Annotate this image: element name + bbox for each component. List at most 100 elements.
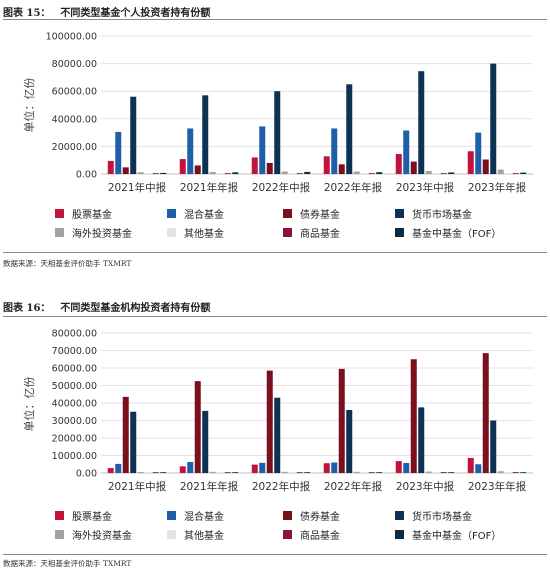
bar-7-5 — [440, 173, 447, 174]
y-tick-label: 70000.00 — [52, 346, 97, 357]
bar-5-1 — [137, 172, 144, 174]
bar-1-3 — [251, 464, 258, 473]
y-tick-label: 80000.00 — [52, 329, 97, 340]
x-category-label: 2021年年报 — [180, 181, 239, 194]
y-tick-label: 10000.00 — [52, 451, 97, 462]
bar-6-2 — [217, 173, 224, 174]
legend-swatch — [283, 530, 292, 539]
x-category-label: 2022年中报 — [252, 480, 311, 493]
bar-4-5 — [418, 71, 425, 174]
x-category-label: 2023年年报 — [468, 480, 527, 493]
y-axis-label: 单位：亿份 — [22, 377, 36, 432]
legend-label: 股票基金 — [72, 512, 112, 523]
legend-swatch — [283, 209, 292, 218]
y-tick-label: 20000.00 — [52, 434, 97, 445]
x-category-label: 2023年中报 — [396, 480, 455, 493]
bar-1-4 — [323, 156, 330, 174]
bar-6-4 — [361, 472, 368, 473]
legend-swatch — [395, 209, 404, 218]
bar-5-5 — [425, 170, 432, 174]
legend-item: 货币市场基金 — [395, 206, 472, 221]
bar-8-3 — [304, 171, 311, 174]
y-tick-label: 20000.00 — [52, 142, 97, 153]
legend-label: 商品基金 — [300, 229, 340, 240]
legend-swatch — [283, 511, 292, 520]
figure-2-caption: 不同类型基金机构投资者持有份额 — [60, 303, 211, 314]
legend-swatch — [167, 228, 176, 237]
bar-8-5 — [448, 172, 455, 174]
y-tick-label: 60000.00 — [52, 364, 97, 375]
bar-6-1 — [145, 173, 152, 174]
x-category-label: 2023年年报 — [468, 181, 527, 194]
y-tick-label: 40000.00 — [52, 399, 97, 410]
bar-4-3 — [274, 91, 281, 174]
x-category-label: 2022年中报 — [252, 181, 311, 194]
bar-1-3 — [251, 157, 258, 174]
bar-2-6 — [475, 464, 482, 473]
legend-label: 股票基金 — [72, 210, 112, 221]
bar-6-5 — [433, 472, 440, 473]
legend-label: 基金中基金（FOF） — [412, 229, 502, 240]
y-tick-label: 50000.00 — [52, 381, 97, 392]
bar-7-2 — [224, 472, 231, 473]
bar-5-2 — [209, 471, 216, 473]
bar-8-6 — [520, 472, 527, 473]
bar-5-2 — [209, 171, 216, 174]
bar-7-4 — [368, 173, 375, 174]
legend-swatch — [283, 228, 292, 237]
bar-4-5 — [418, 407, 425, 473]
figure-2-top-rule — [3, 316, 547, 317]
bar-2-6 — [475, 132, 482, 174]
x-category-label: 2021年年报 — [180, 480, 239, 493]
bar-3-3 — [266, 162, 273, 174]
bar-5-4 — [353, 171, 360, 174]
bar-7-6 — [512, 173, 519, 174]
bar-2-1 — [115, 463, 122, 473]
legend-label: 混合基金 — [184, 512, 224, 523]
y-tick-label: 0.00 — [76, 170, 97, 181]
figure-2-number: 图表 16： — [3, 303, 51, 314]
bar-6-3 — [289, 472, 296, 473]
bar-4-2 — [202, 95, 209, 174]
x-category-label: 2023年中报 — [396, 181, 455, 194]
y-tick-label: 0.00 — [76, 469, 97, 480]
legend-swatch — [395, 511, 404, 520]
legend-item: 海外投资基金 — [55, 225, 132, 240]
bar-6-4 — [361, 173, 368, 174]
bar-1-6 — [467, 457, 474, 473]
bar-2-5 — [403, 130, 410, 174]
legend-label: 货币市场基金 — [412, 210, 472, 221]
figure-1-number: 图表 15： — [3, 8, 51, 19]
legend-item: 商品基金 — [283, 527, 340, 542]
legend-label: 商品基金 — [300, 531, 340, 542]
bar-8-2 — [232, 472, 239, 473]
bar-1-2 — [179, 159, 186, 174]
bar-8-3 — [304, 472, 311, 473]
y-tick-label: 30000.00 — [52, 416, 97, 427]
bar-7-1 — [152, 472, 159, 473]
figure-2-chart-area: 0.00 10000.00 20000.00 30000.00 40000.00 5000… — [3, 318, 547, 552]
bar-7-3 — [296, 173, 303, 174]
figure-2-chart: 0.00 10000.00 20000.00 30000.00 40000.00 5000… — [22, 329, 533, 493]
legend-swatch — [55, 209, 64, 218]
bar-3-6 — [482, 159, 489, 174]
bar-1-6 — [467, 151, 474, 174]
legend-item: 债券基金 — [283, 508, 340, 523]
bar-6-2 — [217, 472, 224, 473]
bar-2-5 — [403, 463, 410, 473]
legend-label: 其他基金 — [184, 229, 224, 240]
legend-swatch — [55, 228, 64, 237]
legend-item: 商品基金 — [283, 225, 340, 240]
figure-2-bottom-rule — [3, 554, 547, 555]
bar-5-3 — [281, 171, 288, 174]
y-tick-label: 100000.00 — [46, 32, 97, 43]
legend-label: 海外投资基金 — [72, 531, 132, 542]
legend-item: 混合基金 — [167, 206, 224, 221]
bar-8-1 — [160, 472, 167, 473]
bar-3-1 — [122, 396, 129, 473]
bar-3-4 — [338, 368, 345, 473]
bar-4-3 — [274, 397, 281, 473]
bar-5-5 — [425, 471, 432, 473]
x-category-label: 2021年中报 — [108, 181, 167, 194]
bar-6-5 — [433, 173, 440, 174]
